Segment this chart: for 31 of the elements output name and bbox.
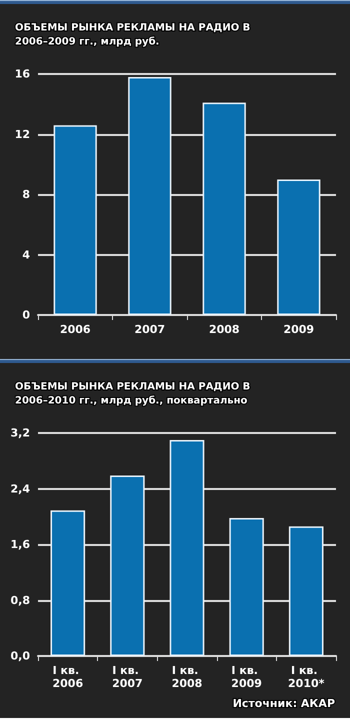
- bar: [277, 179, 320, 315]
- bar: [229, 518, 264, 656]
- bar: [288, 526, 324, 656]
- bar: [202, 102, 246, 315]
- y-tick-label: 12: [14, 128, 30, 141]
- y-tick-label: 2,4: [10, 482, 30, 496]
- x-tick-label: 2007: [134, 323, 166, 336]
- y-tick-label: 1,6: [10, 538, 30, 551]
- x-tick-label: I кв. 2009: [231, 664, 262, 690]
- x-tick-label: I кв. 2007: [112, 664, 143, 690]
- y-tick-label: 4: [22, 248, 30, 262]
- y-tick-label: 16: [14, 68, 30, 80]
- x-tick-label: 2008: [208, 323, 240, 336]
- x-tick-label: 2009: [283, 323, 314, 336]
- y-tick-label: 0: [22, 308, 30, 322]
- y-tick-label: 3,2: [10, 426, 30, 440]
- bar: [128, 77, 172, 315]
- x-tick-label: I кв. 2008: [172, 664, 202, 690]
- y-tick-label: 0,8: [10, 594, 30, 607]
- x-tick-label: I кв. 2010*: [288, 664, 325, 690]
- text: Источник: АКАР: [232, 697, 336, 710]
- bar: [170, 440, 204, 656]
- x-tick-label: 2006: [60, 323, 91, 336]
- bar: [54, 125, 97, 315]
- chart-title: ОБЪЕМЫ РЫНКА РЕКЛАМЫ НА РАДИО В 2006–2009 гг., млрд руб.: [15, 22, 254, 48]
- chart-title: ОБЪЕМЫ РЫНКА РЕКЛАМЫ НА РАДИО В 2006–2010 гг., млрд руб., поквартально: [15, 382, 254, 406]
- y-tick-label: 0,0: [10, 650, 30, 662]
- bar: [50, 510, 86, 656]
- y-tick-label: 8: [22, 188, 30, 201]
- x-tick-label: I кв. 2006: [52, 664, 84, 690]
- bar: [110, 476, 145, 656]
